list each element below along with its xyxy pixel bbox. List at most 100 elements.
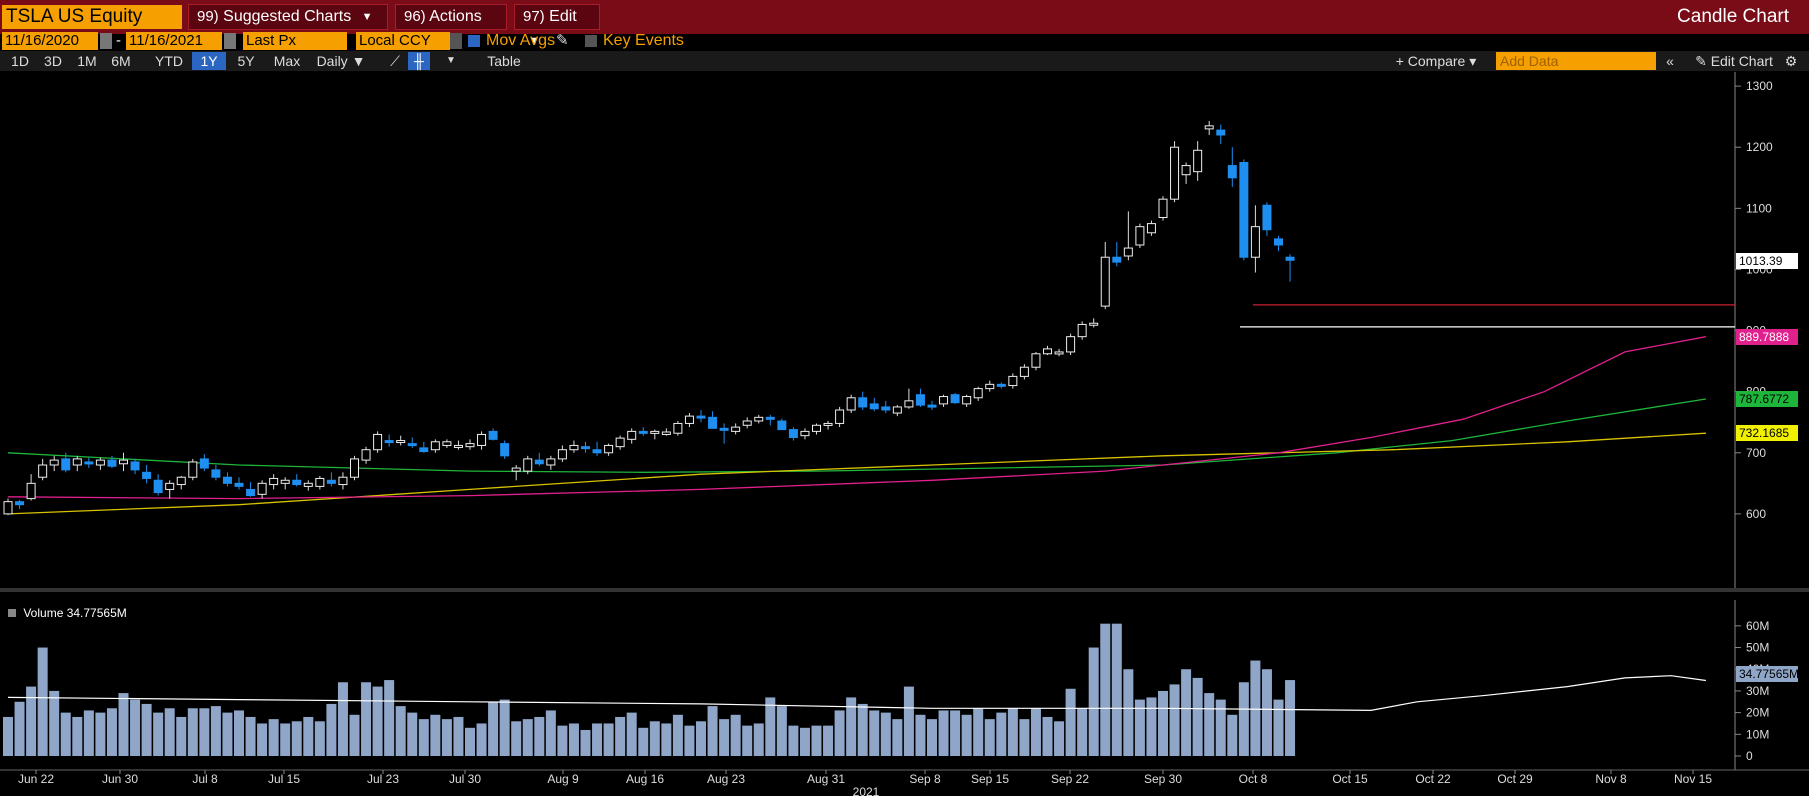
edit-chart-button[interactable]: ✎ Edit Chart	[1695, 53, 1773, 69]
candle-body	[1089, 322, 1099, 326]
volume-bar	[234, 710, 244, 756]
candle-body	[708, 416, 718, 429]
candle-body	[858, 397, 868, 408]
x-tick-label: Jul 23	[367, 772, 399, 786]
volume-bar	[441, 719, 452, 756]
gear-icon[interactable]: ⚙	[1784, 53, 1798, 69]
price-tick-label: 700	[1746, 446, 1766, 460]
ticker-field[interactable]: TSLA US Equity	[2, 5, 182, 29]
candle-body	[1250, 226, 1260, 258]
candle-body	[731, 426, 741, 432]
menu-label: Edit	[549, 8, 577, 25]
candle-body	[500, 443, 510, 457]
edit-menu[interactable]: 97) Edit ▼	[514, 4, 600, 47]
candle-body	[581, 446, 590, 450]
field-selector[interactable]: Last Px	[243, 32, 347, 50]
start-date-field[interactable]: 11/16/2020	[2, 32, 98, 50]
candle-body	[638, 430, 648, 434]
chevron-down-icon: ▼	[529, 35, 540, 47]
volume-bar	[857, 703, 868, 756]
candle-body	[26, 482, 36, 500]
volume-bar	[1285, 680, 1296, 756]
range-button-max[interactable]: Max	[273, 53, 301, 69]
volume-tick-label: 10M	[1746, 727, 1769, 741]
volume-bar	[164, 708, 175, 756]
candle-body	[627, 430, 637, 440]
table-button[interactable]: Table	[487, 53, 521, 69]
x-tick-label: Sep 8	[909, 772, 941, 786]
range-button-5y[interactable]: 5Y	[237, 53, 255, 69]
volume-bar	[1238, 682, 1249, 756]
candle-body	[396, 440, 406, 444]
sma-50-line	[7, 336, 1707, 500]
x-tick-label: Oct 15	[1332, 772, 1368, 786]
chevron-down-icon[interactable]	[450, 33, 462, 49]
range-button-6m[interactable]: 6M	[111, 53, 131, 69]
legend-swatch	[8, 609, 16, 617]
candle-body	[534, 459, 544, 465]
volume-bar	[915, 714, 926, 756]
volume-bar	[1077, 708, 1088, 756]
candle-body	[1170, 146, 1180, 200]
candle-body	[165, 482, 175, 490]
volume-bar	[880, 712, 891, 756]
chevron-down-icon[interactable]: ▼	[446, 55, 456, 66]
candle-body	[719, 427, 729, 431]
mov-avgs-label: Mov Avgs	[486, 32, 556, 49]
candle-body	[211, 469, 221, 478]
volume-bar	[465, 727, 475, 756]
price-plot-bg	[0, 72, 1809, 592]
calendar-icon[interactable]	[224, 33, 236, 49]
volume-bar	[257, 723, 268, 756]
candle-body	[419, 447, 429, 453]
volume-bar	[684, 725, 695, 756]
candle-body	[1146, 223, 1156, 234]
key-events-checkbox[interactable]	[585, 35, 597, 47]
candle-body	[904, 400, 914, 408]
candle-body	[800, 430, 810, 437]
range-button-ytd[interactable]: YTD	[155, 53, 183, 69]
x-tick-label: Sep 22	[1051, 772, 1089, 786]
candle-body	[835, 409, 845, 424]
candle-body	[488, 430, 498, 440]
range-button-1d[interactable]: 1D	[11, 53, 29, 69]
calendar-icon[interactable]	[100, 33, 112, 49]
candle-body	[985, 383, 995, 390]
candle-body	[246, 488, 256, 497]
volume-bar	[199, 708, 210, 756]
volume-bar	[60, 712, 71, 756]
range-button-3d[interactable]: 3D	[44, 53, 62, 69]
actions-menu[interactable]: 96) Actions ▼	[395, 4, 507, 47]
add-data-input[interactable]: Add Data	[1496, 52, 1656, 70]
volume-bar	[1054, 721, 1065, 756]
collapse-icon[interactable]: «	[1666, 53, 1674, 69]
x-tick-label: Nov 8	[1595, 772, 1627, 786]
candle-body	[130, 461, 140, 471]
candle-body	[280, 479, 290, 484]
line-chart-icon[interactable]: ⟋	[390, 53, 400, 69]
end-date-field[interactable]: 11/16/2021	[126, 32, 222, 50]
price-tag: 787.6772	[1736, 391, 1798, 408]
volume-bar	[615, 716, 626, 756]
candle-body	[373, 433, 383, 451]
price-tag: 889.7888	[1736, 328, 1798, 345]
candle-body	[696, 415, 706, 419]
volume-bar	[130, 699, 141, 756]
candle-body	[477, 433, 487, 446]
mov-avgs-checkbox[interactable]	[468, 35, 480, 47]
candle-body	[812, 424, 821, 432]
volume-bar	[1123, 669, 1134, 756]
currency-selector[interactable]: Local CCY	[356, 32, 450, 50]
range-button-1m[interactable]: 1M	[77, 53, 97, 69]
x-tick-label: Jun 30	[102, 772, 138, 786]
range-button-1y[interactable]: 1Y	[192, 52, 226, 70]
volume-bar	[753, 723, 764, 756]
period-selector[interactable]: Daily ▼	[316, 53, 366, 69]
period-label: Daily	[316, 53, 348, 69]
candle-chart-icon[interactable]: ╫	[408, 52, 430, 70]
compare-button[interactable]: + Compare ▾	[1395, 53, 1477, 69]
pencil-icon[interactable]: ✎	[556, 32, 569, 49]
volume-bar	[661, 723, 672, 756]
candle-body	[3, 501, 13, 515]
suggested-charts-menu[interactable]: 99) Suggested Charts ▼	[188, 4, 388, 30]
